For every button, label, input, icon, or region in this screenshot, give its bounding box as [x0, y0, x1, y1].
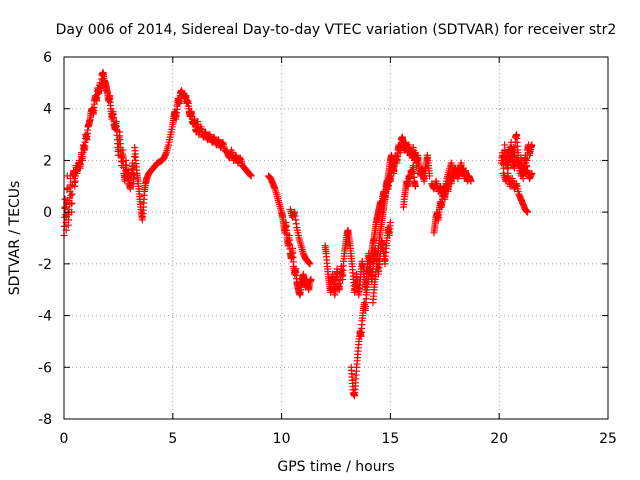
data-point: [523, 208, 531, 216]
y-tick-label: -2: [38, 257, 52, 273]
data-point: [67, 191, 75, 199]
x-tick-label: 20: [490, 431, 508, 447]
axis-ticks: 0 5 10 15 20 25 -8 -6 -4 -2 0 2 4 6: [38, 50, 617, 447]
data-point: [528, 141, 536, 149]
data-point: [61, 203, 69, 211]
y-tick-label: 6: [43, 50, 52, 66]
data-point: [68, 199, 76, 207]
x-tick-label: 10: [273, 431, 291, 447]
data-point: [528, 169, 536, 177]
data-point: [454, 175, 462, 183]
data-point: [307, 275, 315, 283]
x-tick-label: 25: [599, 431, 617, 447]
y-tick-label: 2: [43, 153, 52, 169]
y-tick-label: -6: [38, 360, 52, 376]
y-tick-label: -4: [38, 309, 52, 325]
grid-lines: [64, 57, 608, 419]
x-tick-label: 15: [381, 431, 399, 447]
x-tick-label: 0: [60, 431, 69, 447]
data-point: [130, 171, 138, 179]
data-point: [306, 260, 314, 268]
data-point: [390, 167, 398, 175]
data-point: [68, 190, 76, 198]
data-point: [386, 218, 394, 226]
data-points: [60, 69, 536, 400]
y-tick-label: 4: [43, 102, 52, 118]
data-point: [247, 172, 255, 180]
plot-frame: [63, 56, 609, 420]
chart-title: Day 006 of 2014, Sidereal Day-to-day VTE…: [56, 22, 617, 38]
y-tick-label: 0: [43, 205, 52, 221]
x-axis-label: GPS time / hours: [277, 459, 394, 475]
x-tick-label: 5: [168, 431, 177, 447]
data-point: [467, 177, 475, 185]
data-point: [411, 182, 419, 190]
data-point: [426, 172, 434, 180]
y-axis-label: SDTVAR / TECUs: [7, 181, 23, 296]
y-tick-label: -8: [38, 412, 52, 428]
